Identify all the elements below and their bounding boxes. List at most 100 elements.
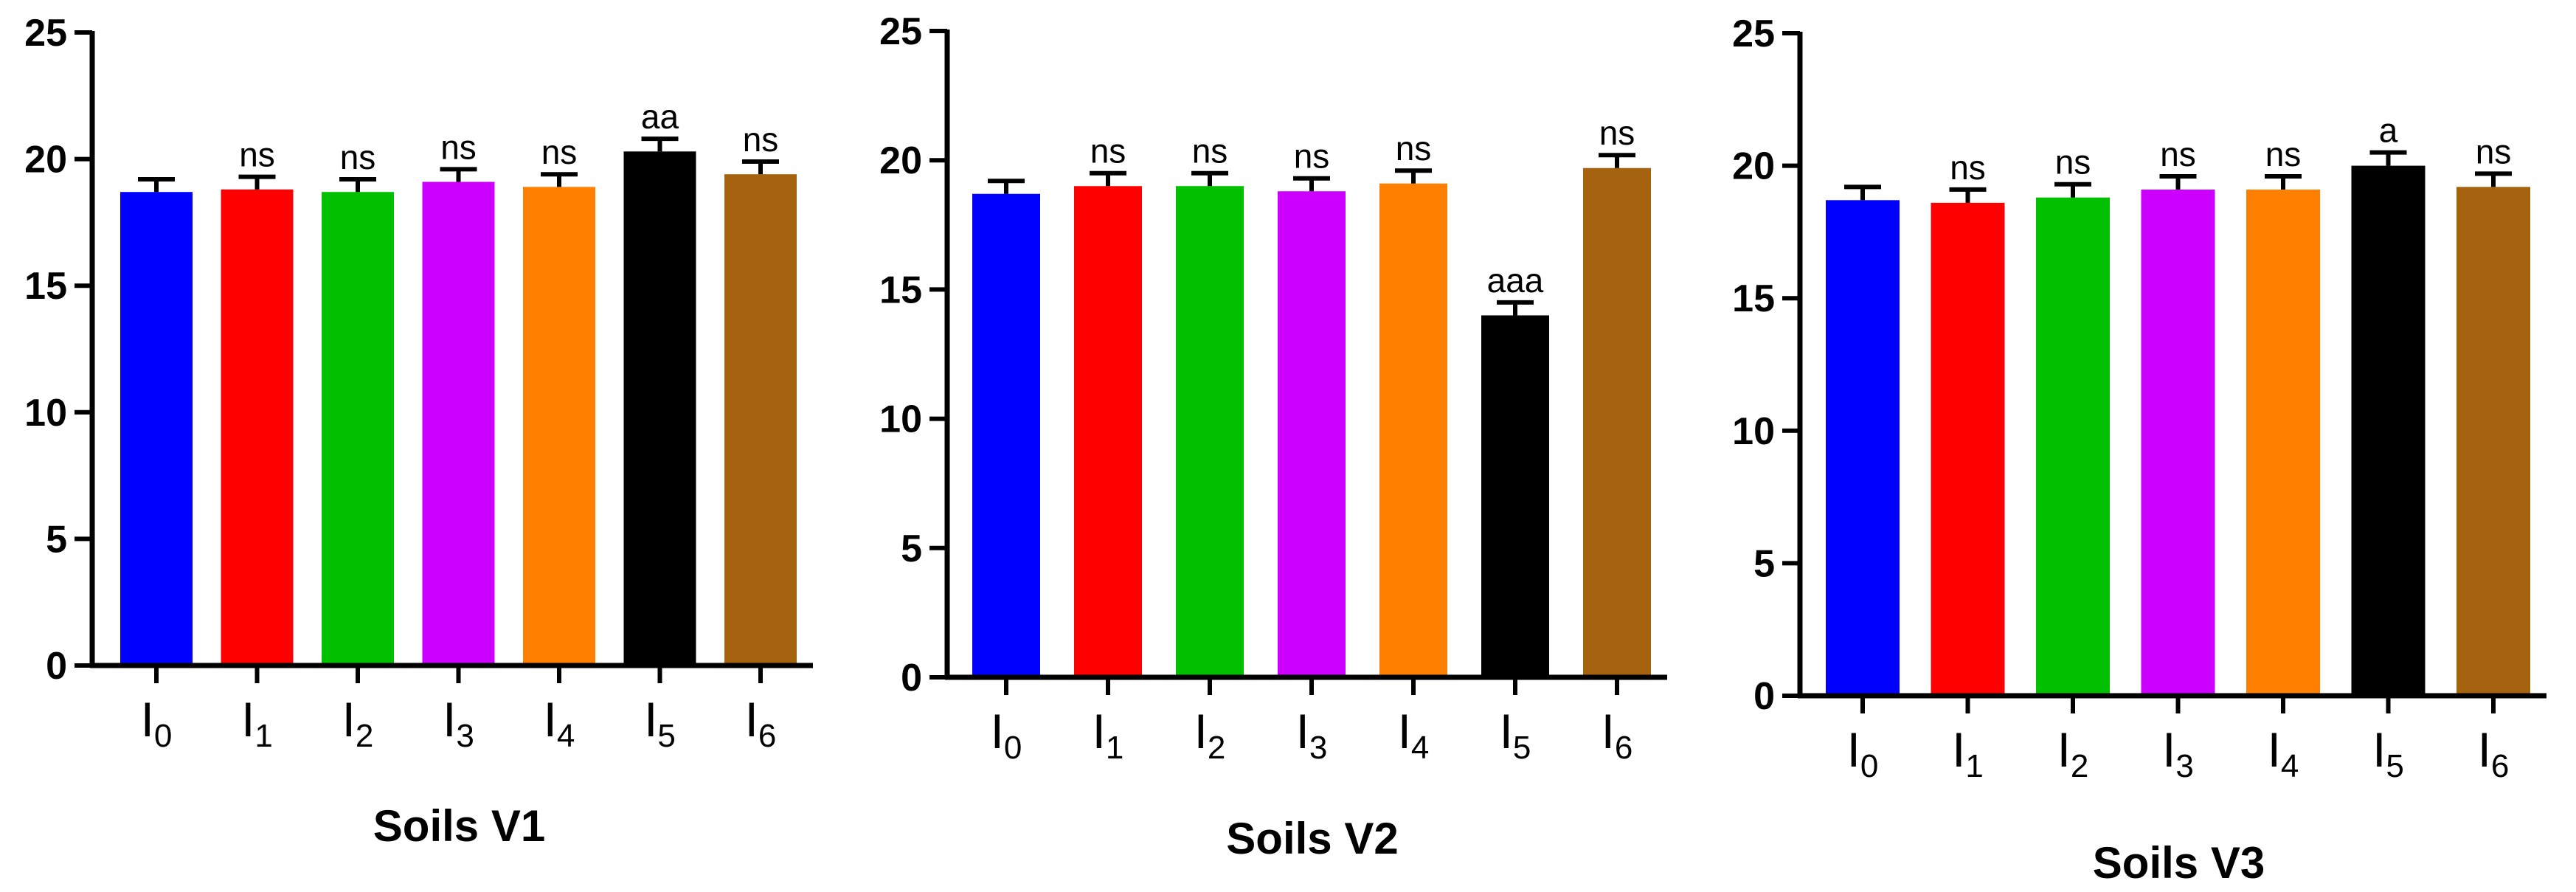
x-tick-label-subscript: 0	[1004, 730, 1022, 766]
x-tick-label: I6	[1602, 704, 1633, 766]
x-tick-label-subscript: 1	[1965, 748, 1983, 784]
x-tick-label-subscript: 6	[2491, 748, 2509, 784]
x-tick-label-base: I	[1952, 722, 1965, 777]
bar	[724, 174, 797, 665]
x-tick-label: I3	[2162, 722, 2194, 784]
significance-label: ns	[340, 138, 376, 176]
x-tick-label: I0	[1847, 722, 1879, 784]
significance-label: ns	[1599, 114, 1635, 152]
bar	[2141, 189, 2215, 696]
x-tick-label: I5	[2372, 722, 2404, 784]
y-tick-label: 0	[901, 657, 922, 699]
x-tick-label: I3	[1296, 704, 1328, 766]
bar	[2351, 165, 2426, 696]
x-tick-label: I4	[1398, 704, 1430, 766]
x-tick-label: I1	[241, 692, 273, 754]
bar	[2036, 197, 2110, 696]
y-tick-label: 0	[1753, 675, 1775, 718]
significance-label: ns	[743, 120, 779, 159]
y-tick-label: 25	[1732, 13, 1775, 55]
significance-label: ns	[1294, 137, 1330, 176]
significance-label: ns	[440, 128, 477, 166]
significance-label: ns	[2160, 135, 2196, 173]
x-tick-label-base: I	[745, 692, 758, 747]
y-tick-label: 0	[46, 645, 67, 688]
y-tick-label: 15	[24, 265, 67, 308]
bar	[1481, 315, 1549, 677]
y-tick-label: 15	[879, 269, 922, 311]
y-tick-label: 10	[24, 392, 67, 435]
chart-title: Soils V2	[1226, 814, 1398, 863]
x-tick-label: I4	[2268, 722, 2299, 784]
bar	[1379, 183, 1447, 678]
x-tick-label-base: I	[2372, 722, 2386, 777]
significance-label: ns	[239, 136, 275, 174]
x-tick-label-subscript: 5	[1513, 730, 1531, 766]
x-tick-label-base: I	[544, 692, 557, 747]
x-tick-label-base: I	[1602, 704, 1615, 758]
x-tick-label-subscript: 1	[1106, 730, 1123, 766]
y-tick-label: 10	[1732, 410, 1775, 453]
bar	[322, 192, 394, 665]
x-tick-label-base: I	[1847, 722, 1860, 777]
x-tick-label-subscript: 2	[1208, 730, 1225, 766]
y-tick-label: 25	[24, 12, 67, 55]
y-tick-label: 5	[1753, 542, 1775, 585]
x-tick-label-base: I	[2162, 722, 2175, 777]
x-tick-label-subscript: 0	[1860, 748, 1878, 784]
x-tick-label: I2	[1194, 704, 1226, 766]
x-tick-label-subscript: 3	[456, 718, 474, 754]
x-tick-label-base: I	[141, 692, 154, 747]
x-tick-label-base: I	[342, 692, 356, 747]
significance-label: ns	[2265, 135, 2302, 173]
x-tick-label-base: I	[1194, 704, 1208, 758]
bar	[623, 151, 696, 665]
x-tick-label: I0	[141, 692, 173, 754]
x-tick-label-base: I	[1093, 704, 1106, 758]
x-tick-label-subscript: 3	[1309, 730, 1327, 766]
x-tick-label: I3	[443, 692, 474, 754]
significance-label: aaa	[1487, 261, 1544, 300]
x-tick-label-subscript: 5	[2386, 748, 2403, 784]
bar	[1278, 191, 1346, 677]
x-tick-label-base: I	[443, 692, 456, 747]
x-tick-label: I1	[1093, 704, 1124, 766]
bar	[120, 192, 193, 665]
x-tick-label-base: I	[241, 692, 255, 747]
y-tick-label: 5	[46, 518, 67, 561]
chart-title: Soils V3	[2093, 838, 2265, 888]
y-tick-label: 20	[24, 139, 67, 181]
x-tick-label: I2	[342, 692, 374, 754]
bar	[1826, 200, 1900, 696]
x-tick-label-subscript: 6	[1615, 730, 1632, 766]
y-tick-label: 25	[879, 10, 922, 53]
significance-label: ns	[1090, 132, 1126, 170]
significance-label: ns	[1950, 148, 1986, 187]
x-tick-label-subscript: 2	[356, 718, 373, 754]
significance-label: ns	[1396, 129, 1432, 167]
y-tick-label: 10	[879, 398, 922, 441]
significance-label: ns	[1192, 132, 1228, 170]
x-tick-label-base: I	[2057, 722, 2071, 777]
bar	[1074, 186, 1142, 678]
bar	[1931, 202, 2005, 696]
x-tick-label-base: I	[2478, 722, 2491, 777]
bar	[972, 193, 1040, 677]
y-tick-label: 20	[1732, 145, 1775, 188]
significance-label: ns	[2476, 132, 2512, 170]
x-tick-label: I0	[991, 704, 1022, 766]
bar	[422, 181, 495, 665]
x-tick-label-subscript: 2	[2071, 748, 2088, 784]
bar	[221, 189, 294, 665]
bar	[1583, 167, 1651, 677]
y-tick-label: 5	[901, 528, 922, 570]
significance-label: ns	[2055, 143, 2091, 181]
x-tick-label: I6	[2478, 722, 2510, 784]
x-tick-label-subscript: 4	[557, 718, 575, 754]
y-tick-label: 15	[1732, 277, 1775, 320]
significance-label: aa	[641, 97, 679, 136]
x-tick-label-base: I	[1398, 704, 1411, 758]
